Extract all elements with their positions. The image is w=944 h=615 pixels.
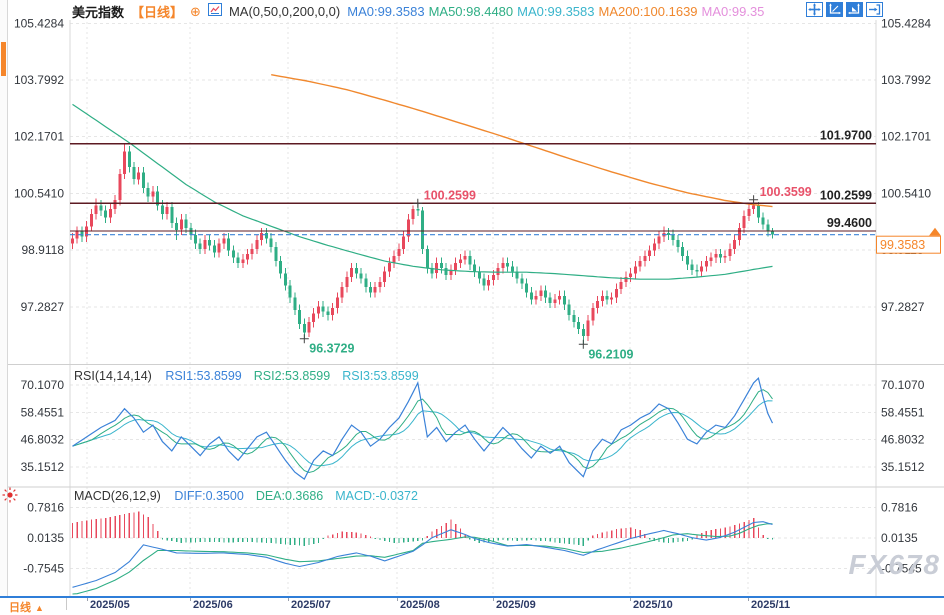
x-axis-date-label: 2025/07 — [291, 599, 331, 611]
current-price-tag: 99.3583 — [876, 235, 941, 254]
svg-text:100.2599: 100.2599 — [424, 188, 476, 202]
svg-text:97.2827: 97.2827 — [881, 300, 925, 314]
macd-value-label: DIFF:0.3500 — [174, 489, 244, 503]
macd-title: MACD(26,12,9) — [74, 489, 161, 503]
svg-text:97.2827: 97.2827 — [21, 300, 65, 314]
x-axis-tick — [87, 598, 88, 601]
svg-text:46.8032: 46.8032 — [881, 433, 925, 447]
watermark: FX678 — [848, 549, 941, 580]
ma-value-label: MA50:98.4480 — [428, 3, 514, 19]
svg-text:100.3599: 100.3599 — [760, 185, 812, 199]
svg-text:35.1512: 35.1512 — [881, 460, 925, 474]
svg-text:0.7816: 0.7816 — [881, 500, 918, 514]
x-axis-date-label: 2025/10 — [633, 599, 673, 611]
svg-text:99.3583: 99.3583 — [880, 238, 925, 252]
x-axis-tick — [748, 598, 749, 601]
x-axis-date-label: 2025/08 — [400, 599, 440, 611]
rsi-value-label: RSI1:53.8599 — [165, 369, 242, 383]
exit-chart-icon[interactable] — [866, 2, 883, 17]
ma-params-label: MA(0,50,0,200,0,0) — [228, 3, 341, 19]
rsi-title: RSI(14,14,14) — [74, 369, 152, 383]
svg-text:105.4284: 105.4284 — [14, 16, 64, 30]
svg-text:105.4284: 105.4284 — [881, 16, 931, 30]
svg-text:103.7992: 103.7992 — [881, 73, 931, 87]
caret-up-icon: ▲ — [35, 603, 44, 613]
rsi-value-label: RSI3:53.8599 — [342, 369, 419, 383]
y-axis-scale-left-icon[interactable] — [826, 2, 843, 17]
svg-text:-0.7545: -0.7545 — [23, 562, 64, 576]
macd-value-label: MACD:-0.0372 — [335, 489, 418, 503]
svg-text:-0.7545: -0.7545 — [881, 562, 922, 576]
x-axis-tick — [288, 598, 289, 601]
ma-value-label: MA0:99.3583 — [517, 3, 595, 19]
svg-text:0.0135: 0.0135 — [881, 531, 918, 545]
svg-text:100.5410: 100.5410 — [14, 186, 64, 200]
rsi-panel-header: RSI(14,14,14) RSI1:53.8599 RSI2:53.8599 RS… — [74, 369, 431, 383]
ma-chart-icon-glyph — [207, 3, 222, 16]
rsi-value-label: RSI2:53.8599 — [253, 369, 331, 383]
sun-icon[interactable] — [1, 486, 19, 504]
svg-text:58.4551: 58.4551 — [881, 405, 925, 419]
x-axis-tick — [630, 598, 631, 601]
ma-chart-icon[interactable] — [207, 3, 222, 19]
grid-layer: 105.4284 105.4284 103.7992 103.7992 102.1701… — [0, 16, 944, 596]
svg-text:100.5410: 100.5410 — [881, 186, 931, 200]
svg-text:102.1701: 102.1701 — [881, 130, 931, 144]
add-indicator-icon[interactable]: ⊕ — [190, 3, 201, 19]
svg-text:103.7992: 103.7992 — [14, 73, 64, 87]
timeframe-tab[interactable]: 日线 ▲ — [9, 599, 44, 615]
svg-text:0.7816: 0.7816 — [27, 500, 64, 514]
rsi-layer — [72, 377, 774, 481]
svg-text:101.9700: 101.9700 — [820, 129, 872, 143]
svg-text:46.8032: 46.8032 — [21, 433, 65, 447]
svg-text:70.1070: 70.1070 — [881, 378, 925, 392]
chart-header: 美元指数 【日线】 ⊕ MA(0,50,0,200,0,0) MA0:99.35… — [72, 2, 768, 20]
annotation-layer: 100.2599 100.3599 96.3729 96.2109 — [299, 185, 812, 361]
macd-value-label: DEA:0.3686 — [255, 489, 324, 503]
pan-tool-icon[interactable] — [806, 2, 823, 17]
chart-toolbar — [806, 2, 883, 17]
scrollbar-thumb[interactable] — [1, 42, 6, 76]
divider — [66, 598, 67, 610]
y-axis-scale-right-icon[interactable] — [846, 2, 863, 17]
candlestick-layer — [71, 143, 774, 345]
x-axis-tick — [397, 598, 398, 601]
x-axis-date-label: 2025/06 — [193, 599, 233, 611]
period-label: 【日线】 — [131, 4, 184, 20]
x-axis-date-label: 2025/11 — [751, 599, 791, 611]
svg-text:35.1512: 35.1512 — [21, 460, 65, 474]
timeframe-label: 日线 — [9, 602, 31, 614]
svg-text:99.4600: 99.4600 — [827, 216, 872, 230]
ma-value-label: MA200:100.1639 — [598, 3, 698, 19]
x-axis-date-label: 2025/09 — [496, 599, 536, 611]
hline-layer: 101.9700 100.2599 99.4600 — [70, 129, 876, 232]
x-axis-tick — [190, 598, 191, 601]
svg-text:70.1070: 70.1070 — [21, 378, 65, 392]
svg-text:102.1701: 102.1701 — [14, 130, 64, 144]
svg-text:96.3729: 96.3729 — [309, 342, 354, 356]
x-axis-date-label: 2025/05 — [90, 599, 130, 611]
macd-layer — [71, 511, 774, 546]
sun-icon-glyph — [2, 487, 18, 503]
svg-text:100.2599: 100.2599 — [820, 188, 872, 202]
macd-panel-header: MACD(26,12,9) DIFF:0.3500 DEA:0.3686 MACD:… — [74, 489, 430, 503]
rsi-values-group: RSI1:53.8599 RSI2:53.8599 RSI3:53.8599 — [165, 369, 430, 383]
x-axis-tick — [493, 598, 494, 601]
svg-text:58.4551: 58.4551 — [21, 405, 65, 419]
ma-value-label: MA0:99.3583 — [347, 3, 425, 19]
vertical-scrollbar[interactable] — [0, 0, 8, 596]
ma-value-label: MA0:99.35 — [701, 3, 765, 19]
price-up-arrow-icon — [929, 227, 941, 236]
svg-text:96.2109: 96.2109 — [588, 347, 633, 361]
svg-text:98.9118: 98.9118 — [22, 243, 65, 257]
timeframe-bar: 日线 ▲ 2025/05 2025/06 2025/07 2025/08 2025/09 2… — [0, 596, 944, 615]
ma-values-group: MA0:99.3583 MA50:98.4480 MA0:99.3583 MA200:… — [347, 4, 768, 19]
symbol-title: 美元指数 — [72, 4, 125, 20]
svg-text:0.0135: 0.0135 — [27, 531, 64, 545]
macd-values-group: DIFF:0.3500 DEA:0.3686 MACD:-0.0372 — [174, 489, 430, 503]
